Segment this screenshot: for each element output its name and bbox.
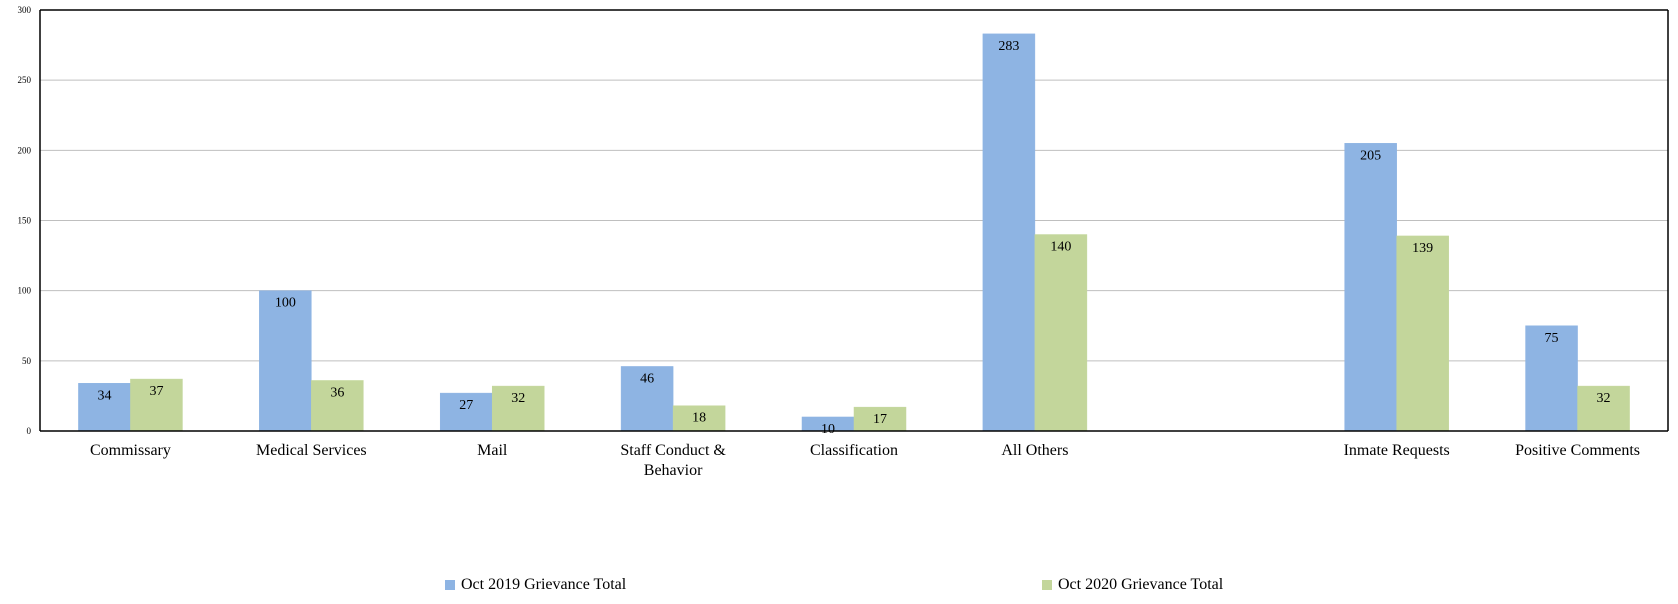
data-label: 100	[275, 296, 296, 311]
data-labels: 34 37 100 36 27 32 46 18 10 17 283 140 205 139 75 32	[97, 39, 1610, 437]
y-tick-label: 150	[18, 216, 32, 226]
bar-oct-2020	[491, 385, 545, 432]
bar-oct-2019	[259, 290, 312, 432]
bars	[78, 33, 1630, 432]
data-label: 32	[511, 391, 525, 406]
x-tick-label: Medical Services	[256, 442, 367, 459]
x-tick-label: All Others	[1001, 442, 1068, 459]
bar-oct-2020	[1034, 234, 1088, 432]
data-label: 27	[459, 398, 473, 413]
data-label: 139	[1412, 241, 1433, 256]
y-tick-label: 50	[22, 356, 32, 366]
data-label: 140	[1050, 240, 1071, 255]
bar-oct-2019	[620, 366, 674, 432]
data-label: 46	[640, 371, 654, 386]
x-tick-label: Classification	[810, 442, 898, 459]
data-label: 283	[998, 39, 1019, 54]
legend: Oct 2019 Grievance Total Oct 2020 Grievan…	[445, 576, 1224, 593]
bar-oct-2020	[1577, 385, 1630, 432]
legend-label: Oct 2020 Grievance Total	[1058, 576, 1224, 593]
bar-oct-2019	[1525, 325, 1578, 432]
x-tick-label: Staff Conduct & Behavior	[620, 442, 726, 479]
y-tick-label: 300	[18, 5, 32, 15]
y-tick-label: 100	[18, 286, 32, 296]
y-tick-label: 0	[27, 426, 32, 436]
bar-oct-2020	[672, 405, 726, 432]
x-tick-label: Inmate Requests	[1344, 442, 1450, 459]
data-label: 10	[821, 422, 835, 437]
legend-swatch	[1042, 580, 1052, 590]
legend-swatch	[445, 580, 455, 590]
data-label: 17	[873, 412, 887, 427]
data-label: 32	[1597, 391, 1611, 406]
x-tick-label: Positive Comments	[1515, 442, 1640, 459]
data-label: 34	[97, 388, 111, 403]
bar-oct-2020	[1396, 235, 1449, 432]
y-tick-label: 250	[18, 75, 32, 85]
data-label: 18	[692, 411, 706, 426]
y-tick-label: 200	[18, 145, 32, 155]
data-label: 37	[149, 384, 163, 399]
axes: 0 50 100 150 200 250 300 Commissary Medical Serv…	[18, 5, 1669, 479]
data-label: 36	[330, 385, 344, 400]
bar-oct-2019	[1344, 143, 1397, 432]
bar-oct-2019	[439, 392, 493, 432]
legend-label: Oct 2019 Grievance Total	[461, 576, 627, 593]
bar-oct-2020	[311, 380, 364, 432]
data-label: 205	[1360, 148, 1381, 163]
x-tick-label: Mail	[477, 442, 508, 459]
bar-oct-2019	[982, 33, 1036, 432]
bar-oct-2020	[130, 378, 183, 432]
x-tick-label: Commissary	[90, 442, 171, 459]
data-label: 75	[1545, 331, 1559, 346]
